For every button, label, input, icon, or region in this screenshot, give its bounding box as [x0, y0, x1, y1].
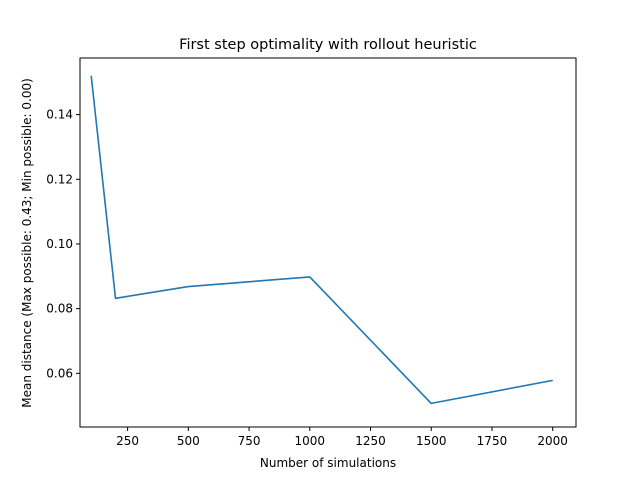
y-tick-label: 0.12	[46, 172, 73, 186]
x-tick-label: 500	[177, 434, 200, 448]
plot-area-frame	[79, 57, 577, 428]
x-tick-label: 750	[238, 434, 261, 448]
y-tick-label: 0.08	[46, 302, 73, 316]
x-tick-label: 1750	[477, 434, 508, 448]
x-tick-label: 1250	[355, 434, 386, 448]
y-axis-label: Mean distance (Max possible: 0.43; Min p…	[20, 78, 34, 408]
x-tick-label: 1000	[295, 434, 326, 448]
y-tick-label: 0.06	[46, 366, 73, 380]
x-tick-label: 1500	[416, 434, 447, 448]
x-axis-label: Number of simulations	[260, 456, 396, 470]
series-layer	[90, 75, 553, 405]
x-axis: 250 500 750 1000 1250 1500 1750 2000	[116, 427, 568, 448]
y-tick-label: 0.14	[46, 108, 73, 122]
y-axis: 0.06 0.08 0.10 0.12 0.14	[46, 108, 80, 380]
y-tick-label: 0.10	[46, 237, 73, 251]
x-tick-label: 250	[116, 434, 139, 448]
series-line	[90, 75, 553, 405]
chart-title: First step optimality with rollout heuri…	[179, 37, 477, 53]
x-tick-label: 2000	[537, 434, 568, 448]
